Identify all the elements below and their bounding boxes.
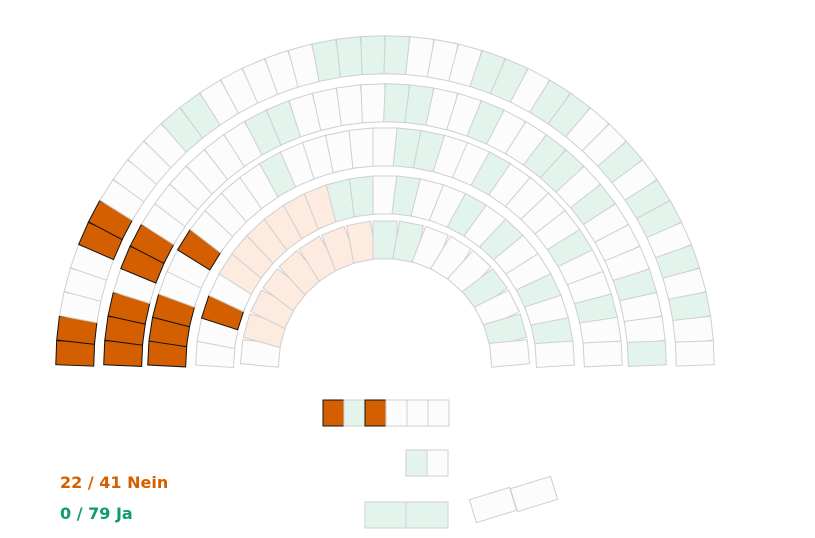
seat-row3-16 xyxy=(372,127,398,167)
seat-row2-25 xyxy=(534,340,575,368)
extra-seat-a-4 xyxy=(385,399,408,427)
extra-seat-b-1 xyxy=(405,449,428,477)
seat-row5-1 xyxy=(55,340,96,367)
extra-seat-a-5 xyxy=(406,399,429,427)
extra-seat-a-1 xyxy=(322,399,345,427)
extra-seat-a-6 xyxy=(427,399,450,427)
seat-row4-18 xyxy=(360,83,387,124)
seat-row5-20 xyxy=(335,36,365,78)
extra-seat-a-2 xyxy=(343,399,366,427)
seat-row1-9 xyxy=(372,220,398,260)
seat-row1-17 xyxy=(488,339,531,368)
extra-seat-a-3 xyxy=(364,399,387,427)
legend-nein-count: 22 / 41 Nein xyxy=(60,473,169,492)
seat-row4-36 xyxy=(626,340,667,367)
seat-row5-22 xyxy=(383,35,410,76)
extra-seat-b-2 xyxy=(426,449,449,477)
extra-seat-c-1 xyxy=(364,501,407,529)
seat-row5-41 xyxy=(672,315,714,345)
seat-row3-31 xyxy=(582,340,623,368)
extra-seat-d-1 xyxy=(468,486,518,524)
extra-seat-d-2 xyxy=(509,475,559,513)
seat-row5-42 xyxy=(674,340,715,367)
extra-seat-c-2 xyxy=(405,501,449,529)
legend-ja-count: 0 / 79 Ja xyxy=(60,504,133,523)
seat-row5-21 xyxy=(360,35,387,76)
